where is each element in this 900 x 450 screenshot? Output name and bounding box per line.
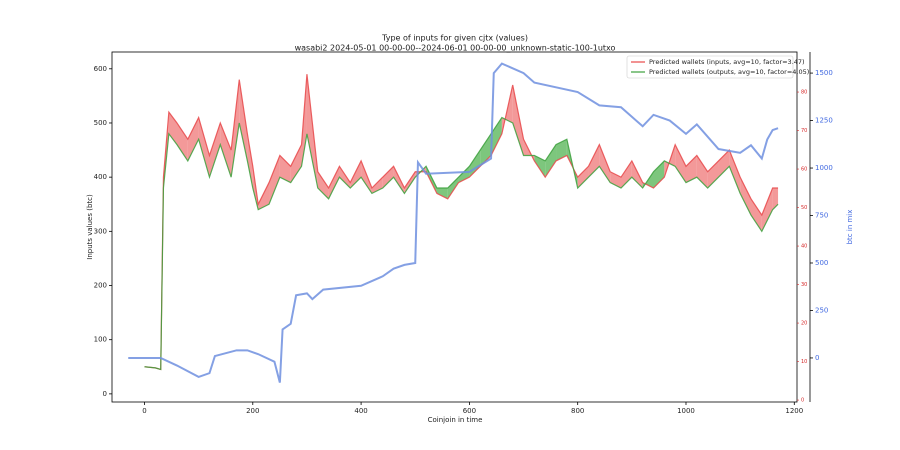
- y-tick-label: 100: [94, 336, 107, 344]
- fill-between: [750, 198, 762, 232]
- fill-between: [512, 85, 524, 156]
- fill-between: [707, 160, 719, 188]
- fill-between: [198, 117, 210, 178]
- y2-tick-label: 1500: [815, 69, 833, 77]
- y-tick-label: 600: [94, 65, 107, 73]
- fill-between: [621, 160, 632, 188]
- fill-between: [290, 144, 302, 183]
- y3-tick-label: 70: [801, 128, 807, 134]
- fill-between: [631, 160, 643, 188]
- y2-axis-label: btc in mix: [846, 210, 854, 245]
- y2-tick-label: 750: [815, 212, 828, 220]
- y-tick-label: 500: [94, 119, 107, 127]
- fill-between: [447, 177, 459, 199]
- y2-tick-label: 500: [815, 259, 828, 267]
- fill-between: [350, 160, 362, 188]
- fill-between: [258, 182, 270, 210]
- chart-title: Type of inputs for given cjtx (values): [381, 34, 528, 43]
- legend-label: Predicted wallets (inputs, avg=10, facto…: [649, 58, 805, 66]
- x-tick-label: 800: [571, 407, 584, 415]
- fill-between: [328, 166, 340, 199]
- chart-subtitle: wasabi2 2024-05-01 00-00-00--2024-06-01 …: [295, 44, 616, 53]
- legend-box: [626, 55, 794, 79]
- x-tick-label: 0: [142, 407, 146, 415]
- fill-between: [209, 122, 221, 178]
- y2-tick-label: 250: [815, 306, 828, 314]
- fill-between: [404, 171, 416, 194]
- fill-between: [247, 133, 253, 188]
- fill-between: [588, 144, 600, 178]
- fill-between: [269, 155, 280, 205]
- legend-label: Predicted wallets (outputs, avg=10, fact…: [649, 68, 809, 76]
- fill-between: [577, 166, 589, 188]
- y3-tick-label: 40: [801, 244, 807, 250]
- x-tick-label: 600: [463, 407, 476, 415]
- fill-between: [740, 177, 751, 216]
- fill-between: [220, 122, 232, 178]
- fill-between: [772, 187, 779, 210]
- fill-between: [176, 122, 188, 161]
- x-axis-label: Coinjoin in time: [428, 416, 483, 424]
- fill-between: [371, 177, 383, 194]
- fill-between: [599, 144, 611, 183]
- fill-between: [317, 171, 329, 199]
- y-tick-label: 200: [94, 282, 107, 290]
- fill-between: [556, 139, 567, 161]
- y-tick-label: 300: [94, 227, 107, 235]
- fill-between: [653, 160, 665, 188]
- fill-between: [685, 155, 697, 183]
- x-tick-label: 400: [354, 407, 367, 415]
- fill-between: [545, 144, 557, 178]
- fill-between: [339, 166, 351, 188]
- fill-between: [187, 117, 199, 161]
- fill-between: [279, 155, 291, 183]
- series-line: [128, 62, 779, 383]
- y-axis-label: Inputs values (btc): [86, 194, 94, 260]
- x-tick-label: 1200: [785, 407, 803, 415]
- y3-tick-label: 20: [801, 321, 807, 327]
- fill-between: [729, 150, 741, 194]
- x-tick-label: 1000: [677, 407, 695, 415]
- fill-between: [675, 144, 686, 183]
- plot-frame: [111, 51, 798, 403]
- y-tick-label: 0: [103, 390, 107, 398]
- y3-tick-label: 30: [801, 282, 807, 288]
- fill-between: [239, 79, 248, 161]
- y2-tick-label: 1000: [815, 164, 833, 172]
- y3-tick-label: 60: [801, 167, 807, 173]
- y3-tick-label: 10: [801, 359, 807, 365]
- y-tick-label: 400: [94, 173, 107, 181]
- x-tick-label: 200: [246, 407, 259, 415]
- fill-between: [382, 166, 394, 188]
- y3-tick-label: 80: [801, 90, 807, 96]
- y2-tick-label: 1250: [815, 117, 833, 125]
- y3-tick-label: 0: [801, 398, 804, 404]
- fill-between: [718, 150, 730, 178]
- fill-between: [393, 166, 405, 194]
- fill-between: [168, 112, 177, 145]
- series-line: [144, 116, 779, 371]
- series-line: [144, 74, 779, 371]
- fill-between: [761, 187, 773, 232]
- fill-between: [491, 117, 502, 156]
- fill-between: [436, 187, 448, 199]
- fill-between: [534, 155, 546, 178]
- fill-between: [231, 79, 240, 178]
- y2-tick-label: 0: [815, 354, 819, 362]
- y3-tick-label: 50: [801, 205, 807, 211]
